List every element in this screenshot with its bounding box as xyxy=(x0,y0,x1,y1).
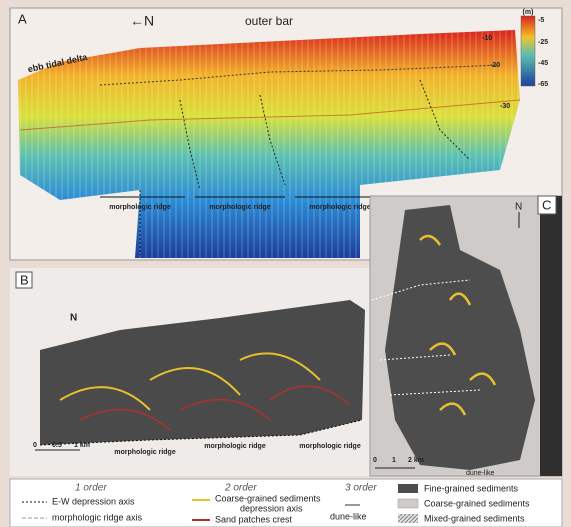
colorbar-tick: -45 xyxy=(538,60,548,67)
colorbar-unit: (m) xyxy=(523,9,534,16)
legend-swatch xyxy=(398,499,418,508)
scale-tick: 1 xyxy=(392,457,396,464)
legend-item: Coarse-grained sediments xyxy=(215,493,321,503)
ridge-label: morphologic ridge xyxy=(114,449,176,456)
scale-tick: 2 km xyxy=(408,457,424,464)
legend-title: 3 order xyxy=(345,483,377,494)
legend-item: Sand patches crest xyxy=(215,514,293,524)
colorbar-tick: -5 xyxy=(538,17,544,24)
legend-item: Fine-grained sediments xyxy=(424,483,519,493)
depth-label: -20 xyxy=(490,62,500,69)
north-arrow: N xyxy=(515,202,522,213)
legend-swatch xyxy=(398,514,418,523)
colorbar xyxy=(521,16,535,86)
legend-item: dune-like xyxy=(330,511,367,521)
legend-item: Mixed-grained sediments xyxy=(424,513,525,523)
panel-label: A xyxy=(18,11,27,26)
legend-swatch xyxy=(398,484,418,493)
ridge-label: morphologic ridge xyxy=(299,443,361,450)
scale-tick: 0.5 xyxy=(52,442,62,449)
scale-tick: 0 xyxy=(373,457,377,464)
legend-item: Coarse-grained sediments xyxy=(424,498,530,508)
north-arrow: ←N xyxy=(130,13,154,29)
legend: 1 order E-W depression axis morphologic … xyxy=(10,479,562,527)
panel-label: B xyxy=(20,272,29,287)
ridge-label: morphologic ridge xyxy=(204,443,266,450)
legend-item: depression axis xyxy=(240,503,303,513)
depth-label: -30 xyxy=(500,103,510,110)
depth-label: -10 xyxy=(482,35,492,42)
north-arrow: N xyxy=(70,313,77,324)
land-strip xyxy=(540,196,562,476)
panel-label: C xyxy=(542,197,551,212)
ridge-label: morphologic ridge xyxy=(109,204,171,211)
scale-tick: 1 km xyxy=(74,442,90,449)
panel-c: C N 0 1 2 km dune-like xyxy=(370,196,562,477)
legend-title: 1 order xyxy=(75,483,107,494)
colorbar-tick: -25 xyxy=(538,39,548,46)
outer-bar-label: outer bar xyxy=(245,14,293,28)
figure: (m) -5 -25 -45 -65 A ←N outer bar ebb ti… xyxy=(0,0,571,527)
legend-title: 2 order xyxy=(224,483,257,494)
scale-tick: 0 xyxy=(33,442,37,449)
legend-item: morphologic ridge axis xyxy=(52,512,143,522)
panel-b: B N 0 0.5 1 km morphologic ridge morphol… xyxy=(10,268,370,476)
dune-note: dune-like xyxy=(466,470,495,477)
ridge-label: morphologic ridge xyxy=(309,204,371,211)
colorbar-tick: -65 xyxy=(538,81,548,88)
ridge-label: morphologic ridge xyxy=(209,204,271,211)
legend-item: E-W depression axis xyxy=(52,496,135,506)
